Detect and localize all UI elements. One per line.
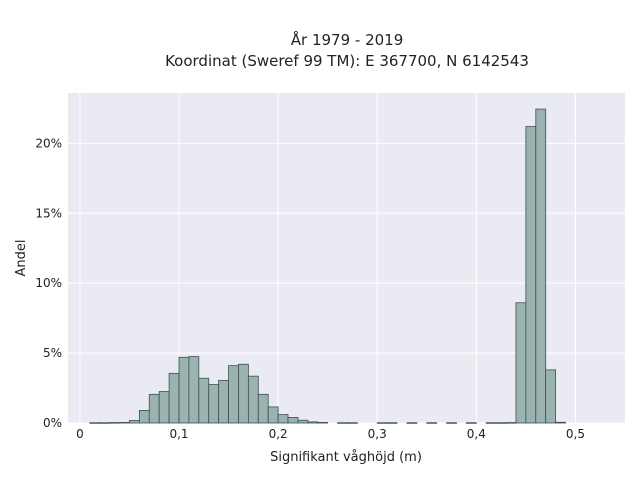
x-tick-label: 0,4 <box>467 427 486 441</box>
histogram-bar <box>376 422 388 424</box>
x-tick-label: 0,3 <box>368 427 387 441</box>
histogram-bar <box>297 419 309 424</box>
histogram-bar <box>99 422 111 424</box>
histogram-bar <box>515 302 527 424</box>
histogram-bar <box>446 422 457 424</box>
histogram-bar <box>168 372 180 424</box>
histogram-bar <box>347 422 358 424</box>
histogram-bar <box>525 126 537 424</box>
x-tick-label: 0 <box>76 427 84 441</box>
bars <box>89 108 566 424</box>
histogram-bar <box>198 377 210 424</box>
histogram-bar <box>247 375 259 424</box>
histogram-bar <box>129 420 140 424</box>
histogram-bar <box>555 421 566 424</box>
histogram-bar <box>238 363 249 424</box>
y-tick-label: 5% <box>43 346 62 360</box>
histogram-bar <box>406 422 418 424</box>
x-tick-label: 0,5 <box>566 427 585 441</box>
histogram-bar <box>208 384 220 424</box>
histogram-bar <box>505 422 517 424</box>
y-tick-label: 20% <box>35 136 62 150</box>
histogram-bar <box>148 393 160 424</box>
chart-subtitle: Koordinat (Sweref 99 TM): E 367700, N 61… <box>165 52 529 70</box>
histogram-bar <box>109 422 120 424</box>
x-tick-label: 0,1 <box>169 427 188 441</box>
histogram-bar <box>426 422 438 424</box>
histogram-bar <box>495 422 507 424</box>
histogram-bar <box>138 410 150 424</box>
histogram-bar <box>277 414 289 424</box>
histogram-bar <box>485 422 497 424</box>
x-axis-label: Signifikant våghöjd (m) <box>270 450 422 465</box>
histogram-bar <box>337 422 348 424</box>
histogram-bar <box>218 379 229 424</box>
y-axis-ticks: 0% 5% 10% 15% 20% <box>35 136 62 430</box>
y-tick-label: 0% <box>43 416 62 430</box>
x-tick-label: 0,2 <box>269 427 288 441</box>
histogram-bar <box>228 365 239 424</box>
y-axis-label: Andel <box>14 240 29 277</box>
histogram-bar <box>535 108 547 424</box>
chart-title: År 1979 - 2019 <box>291 30 404 49</box>
histogram-bar <box>317 422 329 424</box>
x-axis-ticks: 0 0,1 0,2 0,3 0,4 0,5 <box>76 427 585 441</box>
histogram-bar <box>257 393 269 424</box>
histogram-bar <box>178 356 190 424</box>
histogram-bar <box>188 356 200 424</box>
y-tick-label: 15% <box>35 206 62 220</box>
histogram-bar <box>267 406 279 424</box>
histogram-bar <box>287 417 299 424</box>
histogram-bar <box>386 422 398 424</box>
histogram-bar <box>545 369 557 424</box>
histogram-bar <box>307 421 319 424</box>
y-tick-label: 10% <box>35 276 62 290</box>
histogram-bar <box>119 422 130 424</box>
histogram-bar <box>466 422 477 424</box>
histogram-bar <box>89 422 101 424</box>
histogram-bar <box>158 391 170 424</box>
